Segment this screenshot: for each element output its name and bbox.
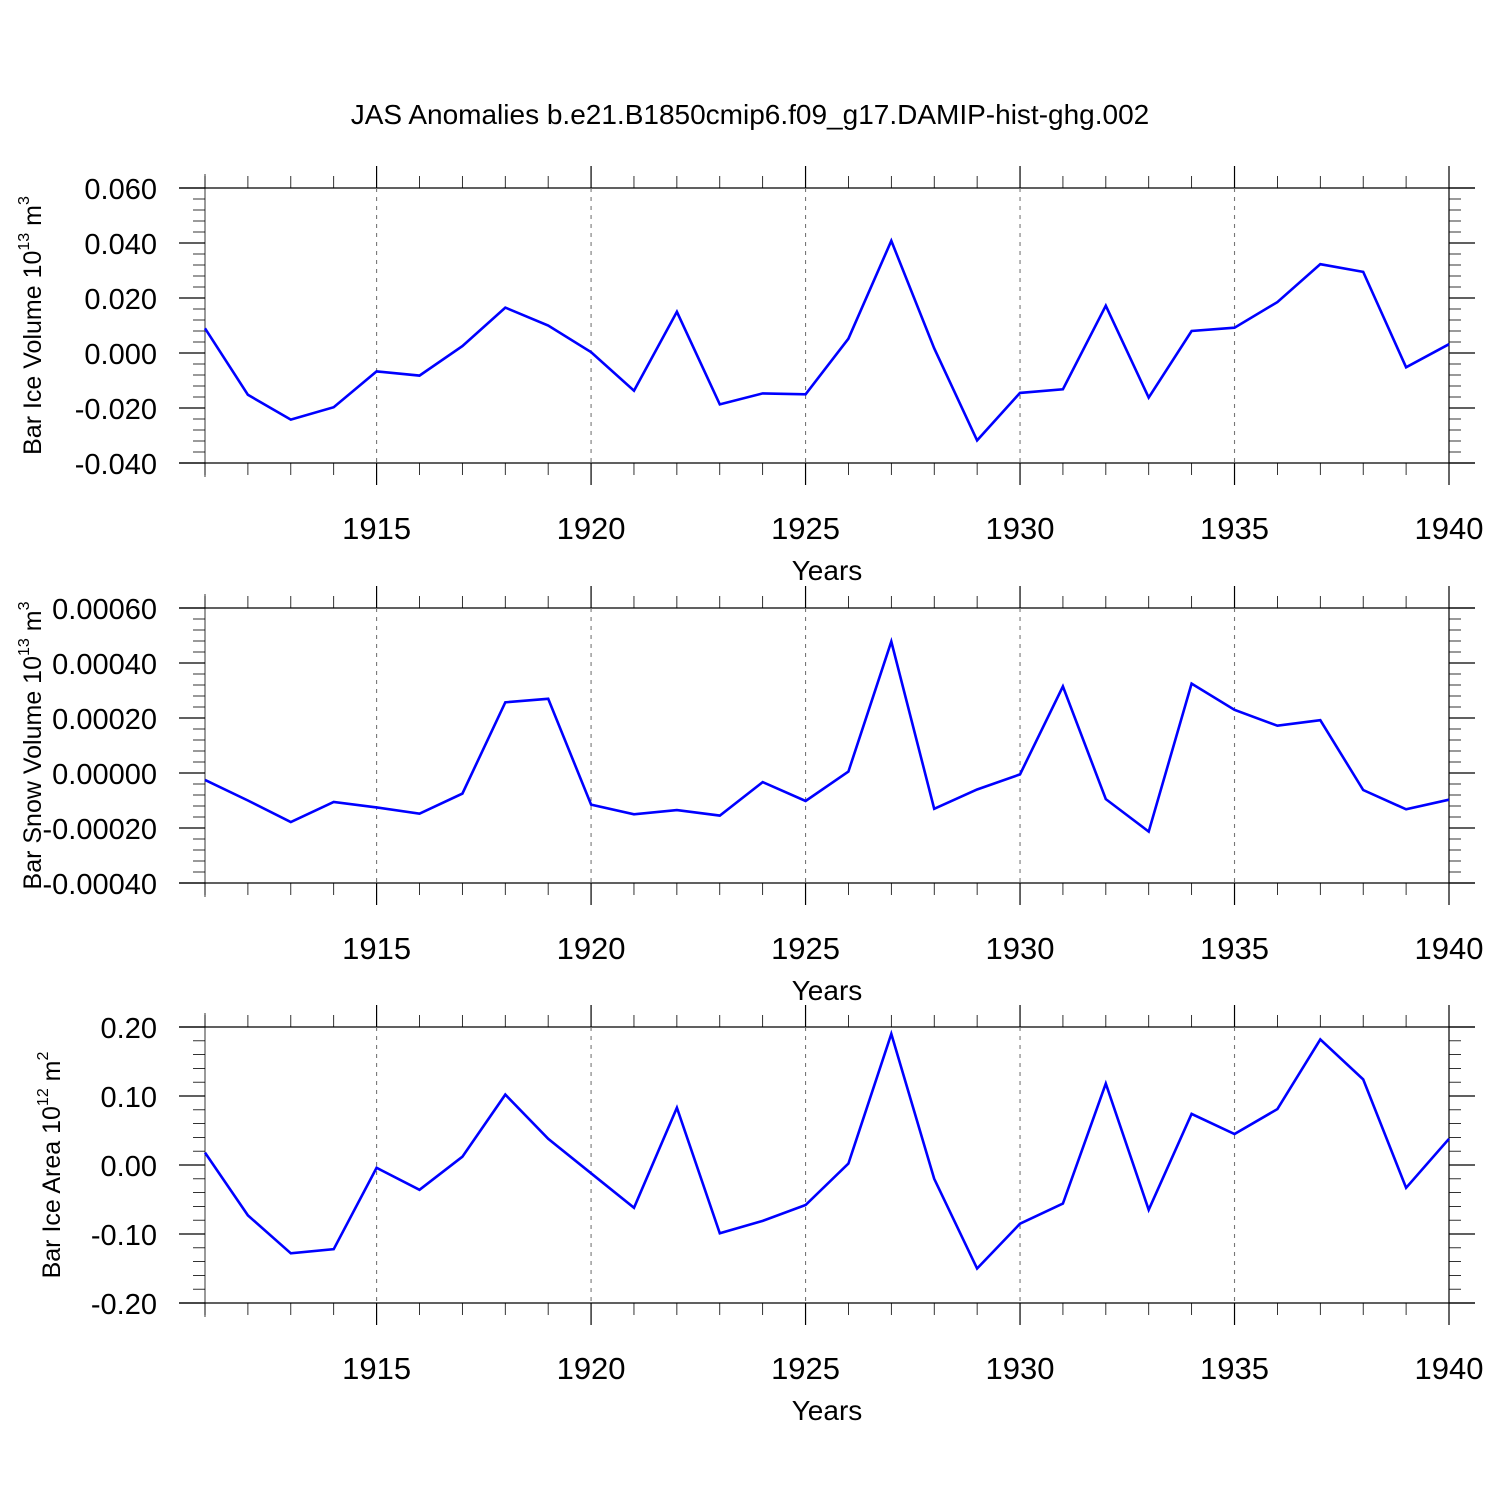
y-axis-title-unit: m [19, 610, 47, 638]
x-axis-title: Years [792, 1395, 863, 1426]
y-tick-label: 0.000 [84, 339, 157, 371]
y-tick-label: 0.00000 [52, 759, 157, 791]
chart-panel-3: 1915 1920 1925 1930 1935 1940 -0.20 -0.10 0.00 0.… [35, 1005, 1483, 1426]
y-axis-title: Bar Ice Area 1012 m2 [35, 1052, 66, 1279]
y-tick-label: 0.00 [101, 1151, 157, 1183]
y-tick-label: -0.020 [75, 394, 157, 426]
y-tick-label: 0.10 [101, 1082, 157, 1114]
x-tick-label: 1935 [1200, 511, 1269, 546]
y-axis-title-unit-exponent: 2 [35, 1052, 52, 1061]
x-tick-label: 1935 [1200, 1351, 1269, 1386]
y-axis-title-unit: m [19, 205, 47, 233]
y-axis-title: Bar Snow Volume 1013 m3 [16, 601, 47, 889]
y-tick-label: 0.20 [101, 1013, 157, 1045]
y-axis-title-exponent: 12 [35, 1088, 52, 1106]
x-tick-label: 1920 [557, 931, 626, 966]
data-line [204, 636, 1450, 834]
y-axis-title-text: Bar Snow Volume 10 [19, 656, 47, 889]
x-tick-label: 1930 [986, 1351, 1055, 1386]
chart-panel-1: 1915 1920 1925 1930 1935 1940 -0.040 -0.020 0.00… [16, 166, 1483, 586]
x-axis-title: Years [792, 555, 863, 586]
y-tick-label: 0.020 [84, 284, 157, 316]
x-tick-label: 1920 [557, 1351, 626, 1386]
chart-panel-2: 1915 1920 1925 1930 1935 1940 -0.00040 -0.00020… [16, 586, 1483, 1006]
x-tick-label: 1925 [771, 931, 840, 966]
x-tick-label: 1930 [986, 931, 1055, 966]
x-tick-label: 1930 [986, 511, 1055, 546]
x-tick-label: 1935 [1200, 931, 1269, 966]
y-tick-label: 0.00060 [52, 594, 157, 626]
y-tick-label: -0.20 [91, 1289, 157, 1321]
y-axis-title-text: Bar Ice Area 10 [38, 1106, 66, 1278]
data-line [203, 1029, 1450, 1271]
x-tick-label: 1915 [342, 931, 411, 966]
x-tick-label: 1925 [771, 1351, 840, 1386]
y-axis-title-exponent: 13 [16, 638, 33, 656]
data-line [203, 237, 1450, 443]
y-tick-label: -0.040 [75, 449, 157, 481]
panels: 1915 1920 1925 1930 1935 1940 -0.040 -0.020 0.00… [16, 166, 1483, 1426]
y-axis-title-unit: m [38, 1061, 66, 1089]
y-axis-title-text: Bar Ice Volume 10 [19, 251, 47, 455]
y-axis-title-exponent: 13 [16, 233, 33, 251]
y-axis-title-unit-exponent: 3 [16, 196, 33, 205]
x-tick-label: 1920 [557, 511, 626, 546]
y-tick-label: 0.00040 [52, 649, 157, 681]
y-tick-label: -0.10 [91, 1220, 157, 1252]
x-tick-label: 1940 [1415, 1351, 1484, 1386]
x-tick-label: 1925 [771, 511, 840, 546]
x-tick-label: 1940 [1415, 931, 1484, 966]
x-tick-label: 1915 [342, 1351, 411, 1386]
y-tick-label: 0.040 [84, 229, 157, 261]
x-tick-label: 1940 [1415, 511, 1484, 546]
y-tick-label: -0.00020 [43, 814, 158, 846]
x-axis-title: Years [792, 975, 863, 1006]
y-axis-title-unit-exponent: 3 [16, 601, 33, 610]
figure-title: JAS Anomalies b.e21.B1850cmip6.f09_g17.D… [351, 99, 1149, 130]
y-tick-label: -0.00040 [43, 869, 158, 901]
y-tick-label: 0.00020 [52, 704, 157, 736]
y-axis-title: Bar Ice Volume 1013 m3 [16, 196, 47, 455]
y-tick-label: 0.060 [84, 174, 157, 206]
x-tick-label: 1915 [342, 511, 411, 546]
